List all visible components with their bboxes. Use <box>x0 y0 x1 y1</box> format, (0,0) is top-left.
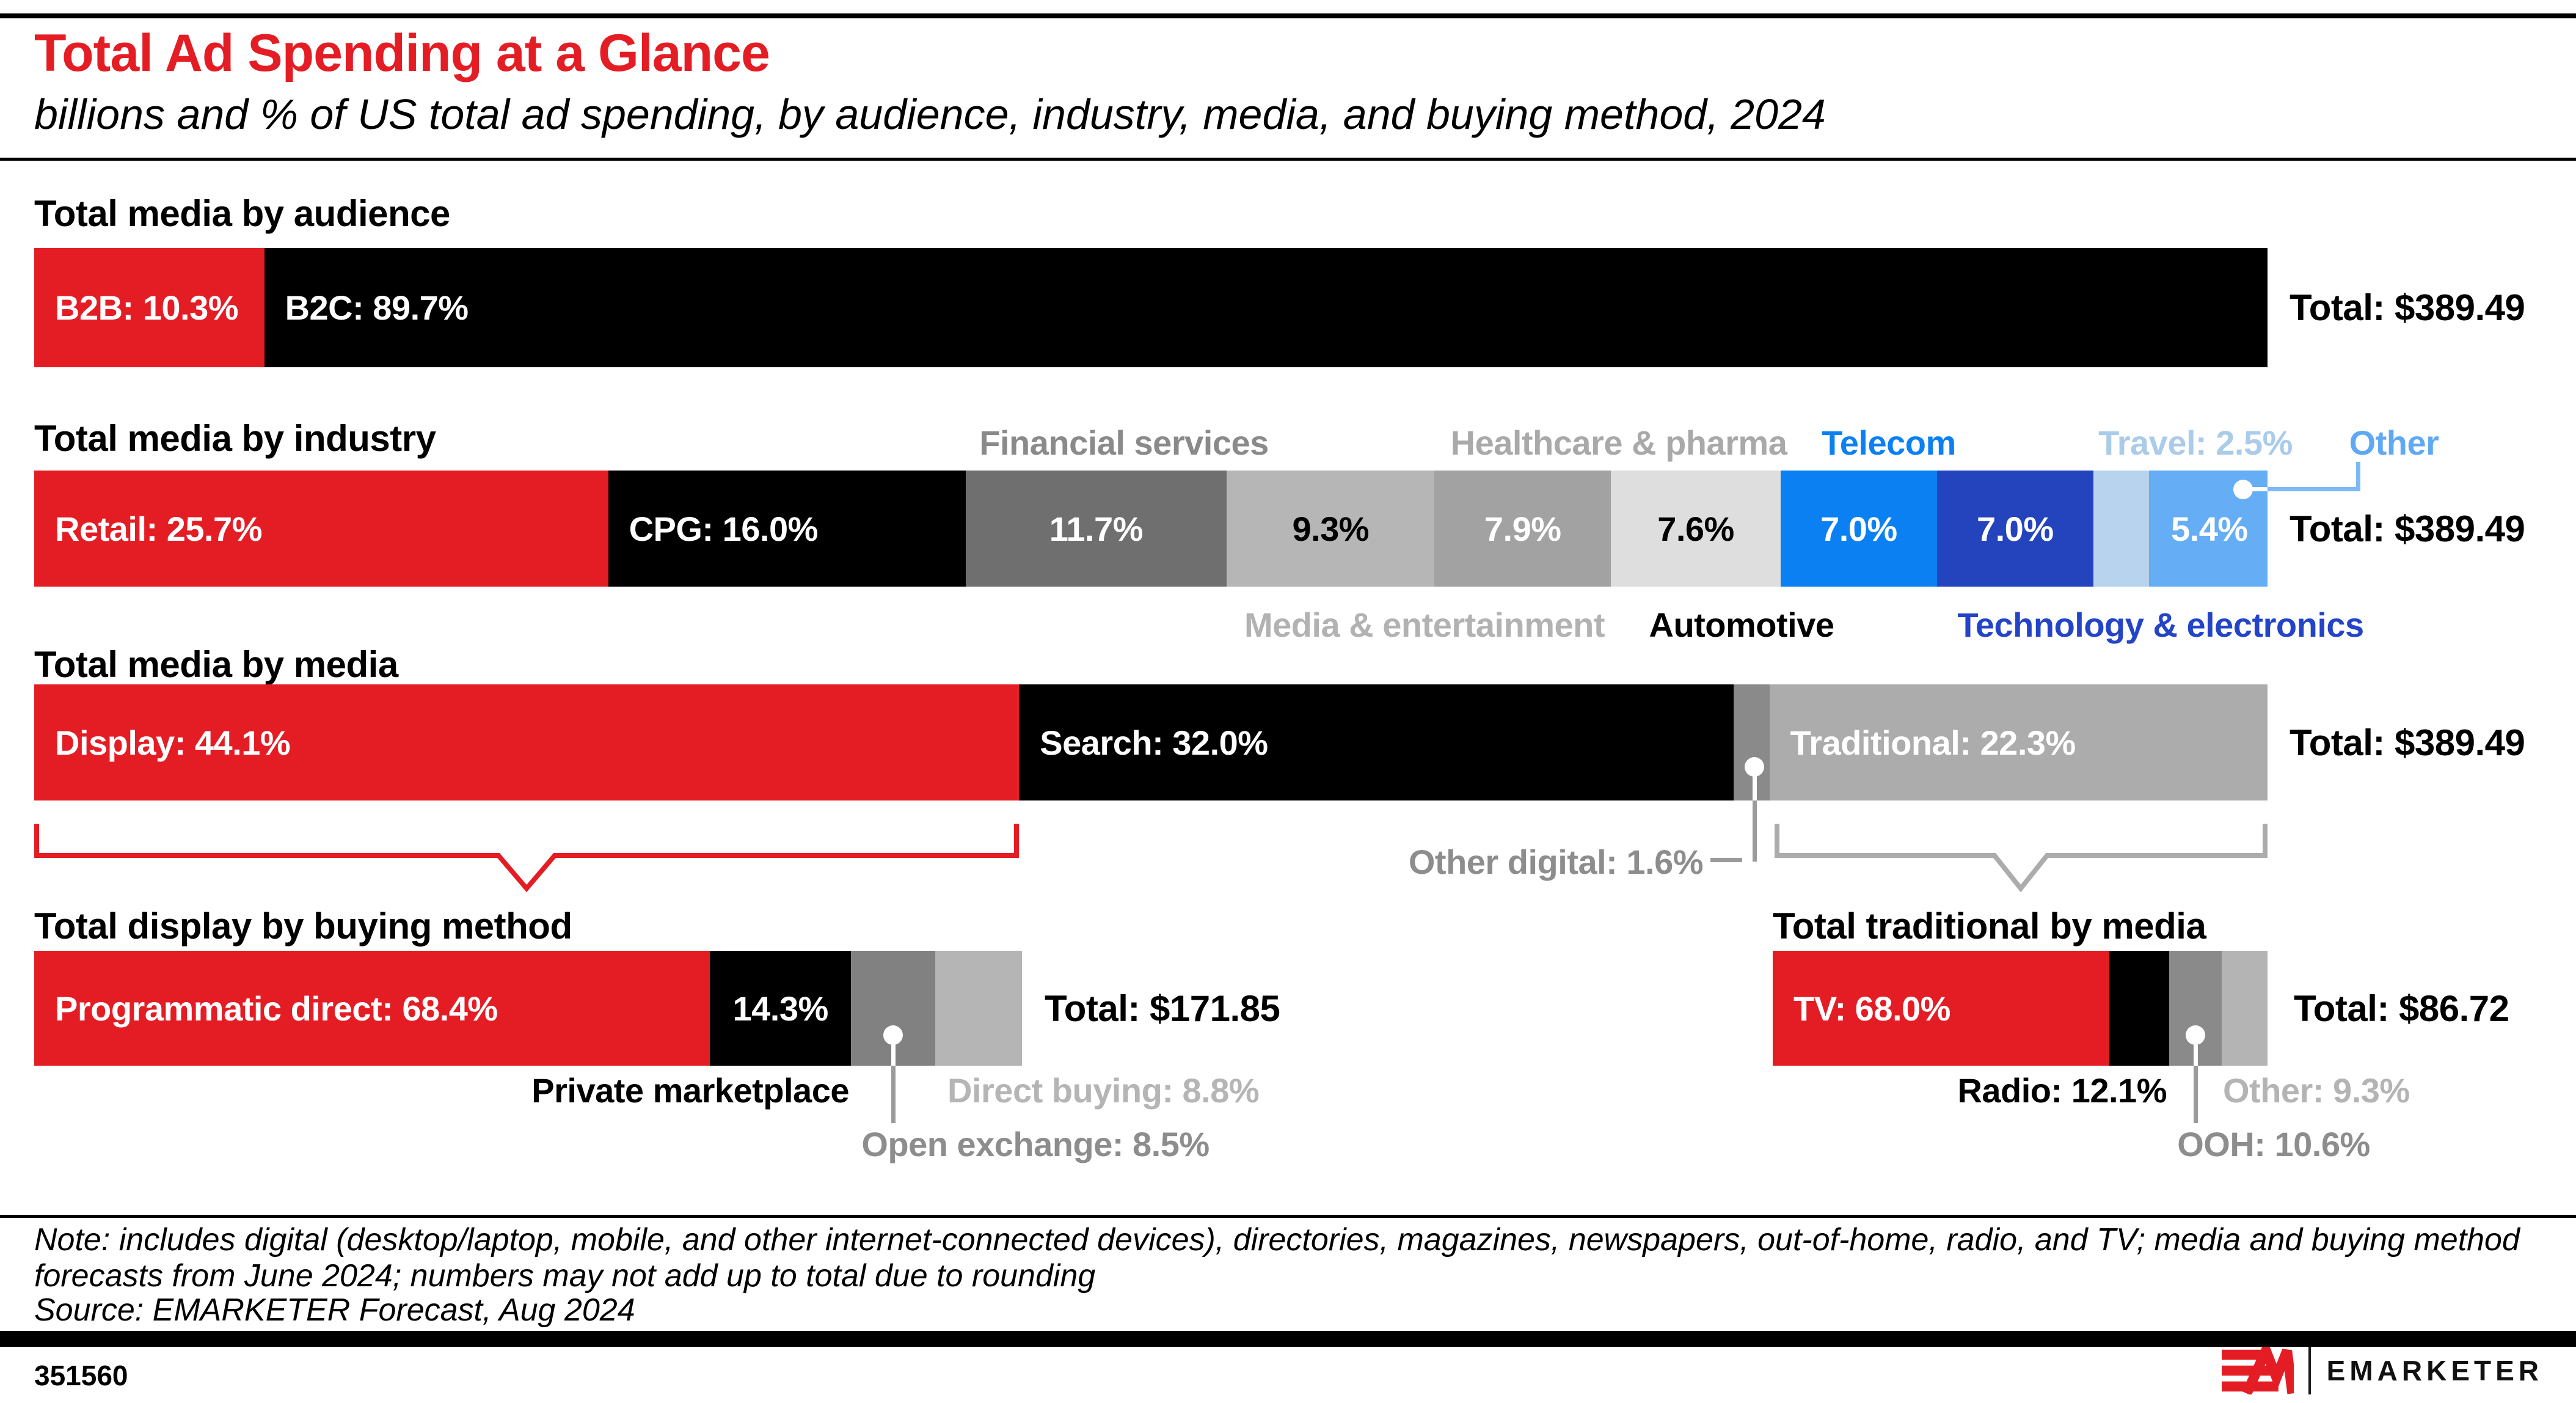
label-other-digital: Other digital: 1.6% <box>1408 843 1704 881</box>
label-media-entertainment: Media & entertainment <box>1244 606 1605 644</box>
total-media: Total: $389.49 <box>2290 722 2525 763</box>
brand-name: EMARKETER <box>2326 1355 2543 1387</box>
segment-travel <box>2093 471 2150 587</box>
total-traditional: Total: $86.72 <box>2294 987 2509 1029</box>
total-display-buying: Total: $171.85 <box>1045 987 1280 1029</box>
segment-programmatic-direct: Programmatic direct: 68.4% <box>34 951 710 1066</box>
segment-telecom: 7.0% <box>1780 471 1937 587</box>
segment-other-digital <box>1734 684 1770 800</box>
segment-label-healthcare-pharma: 7.9% <box>1484 509 1561 548</box>
other-callout-dot <box>2233 480 2253 499</box>
segment-label-private-marketplace: 14.3% <box>732 989 828 1028</box>
label-telecom: Telecom <box>1822 423 1956 462</box>
segment-label-cpg: CPG: 16.0% <box>629 509 819 548</box>
segment-display: Display: 44.1% <box>34 684 1020 800</box>
segment-automotive: 7.6% <box>1611 471 1781 587</box>
label-ooh: OOH: 10.6% <box>2177 1125 2370 1163</box>
label-technology-electronics: Technology & electronics <box>1957 606 2364 644</box>
label-healthcare-pharma: Healthcare & pharma <box>1450 423 1787 462</box>
brand-logo: EMARKETER <box>2221 1347 2543 1394</box>
total-industry: Total: $389.49 <box>2290 508 2525 549</box>
chart-id: 351560 <box>34 1360 128 1391</box>
label-direct-buying: Direct buying: 8.8% <box>947 1071 1260 1110</box>
label-travel: Travel: 2.5% <box>2098 423 2293 462</box>
segment-search: Search: 32.0% <box>1019 684 1734 800</box>
other-digital-vline <box>1753 800 1757 862</box>
label-open-exchange: Open exchange: 8.5% <box>861 1125 1210 1163</box>
ooh-vline <box>2194 1066 2198 1123</box>
segment-label-search: Search: 32.0% <box>1040 723 1268 762</box>
open-exchange-vline <box>891 1066 896 1123</box>
top-rule <box>0 13 2576 18</box>
bar-media: Display: 44.1% Search: 32.0% Traditional: … <box>34 684 2268 800</box>
segment-cpg: CPG: 16.0% <box>608 471 966 587</box>
segment-label-display: Display: 44.1% <box>55 723 291 762</box>
section-heading-audience: Total media by audience <box>34 193 450 234</box>
segment-b2c: B2C: 89.7% <box>264 248 2268 367</box>
segment-label-media-entertainment: 9.3% <box>1292 509 1370 548</box>
segment-private-marketplace: 14.3% <box>710 951 852 1066</box>
em-mark-icon <box>2221 1347 2294 1394</box>
footer-bar <box>0 1331 2576 1347</box>
bar-traditional: TV: 68.0% <box>1773 951 2268 1066</box>
section-heading-traditional: Total traditional by media <box>1773 906 2206 947</box>
traditional-brace <box>1775 824 2268 893</box>
segment-label-programmatic-direct: Programmatic direct: 68.4% <box>55 989 498 1028</box>
label-other-traditional: Other: 9.3% <box>2223 1071 2410 1110</box>
ooh-dot <box>2186 1025 2205 1045</box>
segment-label-other: 5.4% <box>2171 509 2248 548</box>
segment-label-automotive: 7.6% <box>1657 509 1734 548</box>
bar-audience: B2B: 10.3% B2C: 89.7% <box>34 248 2268 367</box>
segment-label-financial-services: 11.7% <box>1049 509 1144 548</box>
label-automotive: Automotive <box>1649 606 1835 644</box>
other-digital-vline-inner <box>1753 767 1757 800</box>
page-title: Total Ad Spending at a Glance <box>34 24 770 82</box>
segment-healthcare-pharma: 7.9% <box>1434 471 1611 587</box>
segment-label-retail: Retail: 25.7% <box>55 509 263 548</box>
bar-industry: Retail: 25.7% CPG: 16.0% 11.7% 9.3% 7.9% 7.6%… <box>34 471 2268 587</box>
ooh-vline-inner <box>2194 1035 2198 1066</box>
segment-b2b: B2B: 10.3% <box>34 248 265 367</box>
segment-label-telecom: 7.0% <box>1820 509 1897 548</box>
other-callout-hline <box>2268 487 2360 491</box>
label-private-marketplace: Private marketplace <box>531 1071 849 1110</box>
note-rule <box>0 1215 2576 1218</box>
bar-display-buying: Programmatic direct: 68.4% 14.3% <box>34 951 1022 1066</box>
display-brace <box>34 824 1019 893</box>
other-digital-dash <box>1710 858 1742 862</box>
section-heading-media: Total media by media <box>34 644 398 685</box>
source-text: Source: EMARKETER Forecast, Aug 2024 <box>34 1292 635 1328</box>
other-callout-vline <box>2356 462 2360 491</box>
note-text: Note: includes digital (desktop/laptop, … <box>34 1222 2520 1294</box>
label-financial-services: Financial services <box>979 423 1269 462</box>
segment-label-technology-electronics: 7.0% <box>1976 509 2054 548</box>
open-exchange-vline-inner <box>891 1035 896 1066</box>
other-digital-dot <box>1745 757 1764 777</box>
label-radio: Radio: 12.1% <box>1957 1071 2167 1110</box>
segment-tv: TV: 68.0% <box>1773 951 2109 1066</box>
segment-technology-electronics: 7.0% <box>1936 471 2093 587</box>
label-other-industry: Other <box>2349 423 2439 462</box>
segment-traditional: Traditional: 22.3% <box>1769 684 2268 800</box>
brand-divider <box>2308 1347 2311 1394</box>
subtitle-rule <box>0 158 2576 161</box>
segment-label-b2c: B2C: 89.7% <box>285 288 469 327</box>
segment-media-entertainment: 9.3% <box>1227 471 1435 587</box>
open-exchange-dot <box>883 1025 903 1045</box>
section-heading-industry: Total media by industry <box>34 418 436 459</box>
segment-radio <box>2109 951 2169 1066</box>
segment-direct-buying <box>935 951 1022 1066</box>
segment-label-tv: TV: 68.0% <box>1793 989 1950 1028</box>
segment-label-traditional: Traditional: 22.3% <box>1790 723 2076 762</box>
total-audience: Total: $389.49 <box>2290 287 2525 328</box>
segment-label-b2b: B2B: 10.3% <box>55 288 239 327</box>
segment-retail: Retail: 25.7% <box>34 471 608 587</box>
other-callout-hline-inner <box>2248 487 2268 491</box>
section-heading-display-buying: Total display by buying method <box>34 906 572 947</box>
segment-other <box>2221 951 2268 1066</box>
page-subtitle: billions and % of US total ad spending, … <box>34 90 1826 138</box>
segment-financial-services: 11.7% <box>965 471 1227 587</box>
